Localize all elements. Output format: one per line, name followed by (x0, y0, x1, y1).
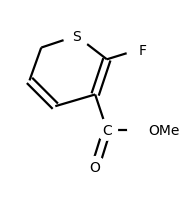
Text: O: O (90, 160, 101, 174)
Text: S: S (72, 30, 81, 44)
Ellipse shape (96, 120, 117, 141)
Ellipse shape (64, 24, 89, 50)
Text: F: F (138, 44, 146, 58)
Ellipse shape (128, 120, 166, 141)
Text: OMe: OMe (148, 123, 179, 137)
Ellipse shape (85, 157, 106, 178)
Ellipse shape (127, 40, 148, 61)
Text: C: C (102, 123, 112, 137)
